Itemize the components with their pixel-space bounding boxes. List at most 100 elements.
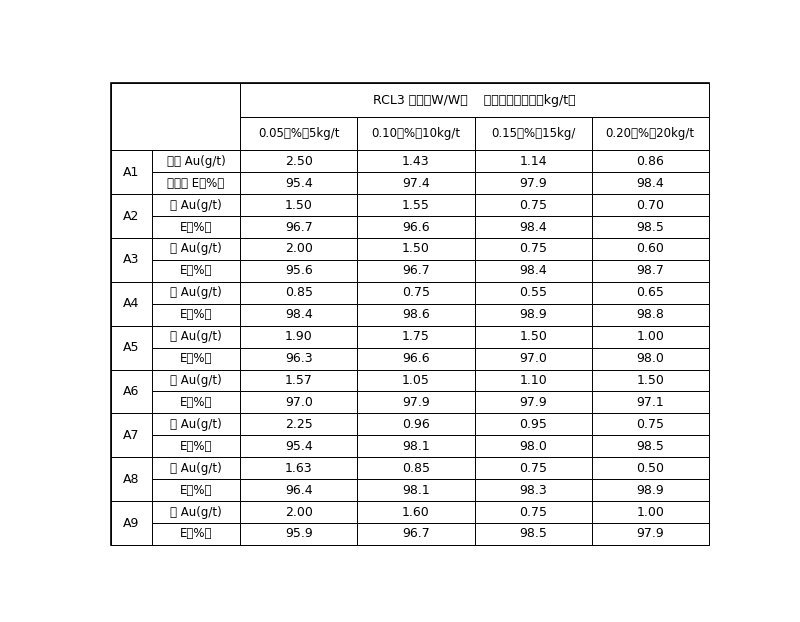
Bar (111, 326, 152, 369)
Text: 0.05（%）5kg/t: 0.05（%）5kg/t (258, 127, 339, 140)
Text: 96.6: 96.6 (402, 221, 430, 233)
Bar (152, 348, 240, 369)
Bar (592, 414, 709, 435)
Text: A8: A8 (123, 473, 140, 486)
Bar (592, 326, 709, 348)
Text: 98.1: 98.1 (402, 440, 430, 453)
Bar (240, 117, 358, 151)
Bar (111, 151, 152, 194)
Text: 1.55: 1.55 (402, 198, 430, 211)
Bar (111, 414, 152, 457)
Text: 1.10: 1.10 (519, 374, 547, 387)
Bar (240, 479, 358, 501)
Text: 98.8: 98.8 (636, 309, 664, 321)
Text: 98.5: 98.5 (519, 527, 547, 541)
Bar (474, 151, 592, 172)
Text: 1.00: 1.00 (636, 506, 664, 519)
Bar (358, 435, 474, 457)
Text: 97.0: 97.0 (285, 396, 313, 409)
Text: 98.4: 98.4 (519, 221, 547, 233)
Text: 浸渣 Au(g/t): 浸渣 Au(g/t) (166, 155, 226, 168)
Bar (240, 457, 358, 479)
Bar (474, 117, 592, 151)
Bar (592, 216, 709, 238)
Text: 1.50: 1.50 (519, 330, 547, 343)
Text: A3: A3 (123, 253, 140, 266)
Bar (592, 479, 709, 501)
Bar (240, 348, 358, 369)
Text: 1.75: 1.75 (402, 330, 430, 343)
Bar (592, 304, 709, 326)
Text: 95.4: 95.4 (285, 440, 313, 453)
Bar (152, 435, 240, 457)
Text: 96.6: 96.6 (402, 352, 430, 365)
Bar (152, 369, 240, 391)
Text: 95.6: 95.6 (285, 264, 313, 277)
Bar (474, 369, 592, 391)
Text: 1.00: 1.00 (636, 330, 664, 343)
Text: 渣 Au(g/t): 渣 Au(g/t) (170, 462, 222, 475)
Text: E（%）: E（%） (180, 527, 212, 541)
Bar (474, 457, 592, 479)
Text: 0.75: 0.75 (402, 286, 430, 299)
Bar (111, 282, 152, 326)
Bar (358, 479, 474, 501)
Bar (152, 282, 240, 304)
Text: 97.0: 97.0 (519, 352, 547, 365)
Bar (474, 304, 592, 326)
Text: 98.4: 98.4 (636, 177, 664, 190)
Bar (111, 238, 152, 282)
Bar (358, 326, 474, 348)
Bar (240, 238, 358, 260)
Bar (111, 369, 152, 414)
Bar (240, 501, 358, 523)
Text: 97.1: 97.1 (636, 396, 664, 409)
Text: 96.7: 96.7 (285, 221, 313, 233)
Text: 1.50: 1.50 (285, 198, 313, 211)
Text: 97.9: 97.9 (519, 177, 547, 190)
Bar (152, 326, 240, 348)
Text: 渣 Au(g/t): 渣 Au(g/t) (170, 330, 222, 343)
Text: A6: A6 (123, 385, 140, 398)
Text: 0.75: 0.75 (636, 418, 664, 431)
Bar (358, 501, 474, 523)
Text: 97.9: 97.9 (636, 527, 664, 541)
Bar (358, 216, 474, 238)
Text: A2: A2 (123, 210, 140, 223)
Bar (474, 282, 592, 304)
Bar (152, 172, 240, 194)
Bar (592, 369, 709, 391)
Text: 0.70: 0.70 (636, 198, 664, 211)
Bar (592, 435, 709, 457)
Text: 96.7: 96.7 (402, 527, 430, 541)
Text: 浸金率 E（%）: 浸金率 E（%） (167, 177, 225, 190)
Bar (474, 523, 592, 545)
Bar (358, 282, 474, 304)
Text: 1.90: 1.90 (285, 330, 313, 343)
Bar (592, 501, 709, 523)
Text: 0.86: 0.86 (636, 155, 664, 168)
Text: 0.10（%）10kg/t: 0.10（%）10kg/t (371, 127, 461, 140)
Text: 0.55: 0.55 (519, 286, 547, 299)
Text: 95.4: 95.4 (285, 177, 313, 190)
Text: 96.3: 96.3 (285, 352, 313, 365)
Bar (358, 391, 474, 414)
Bar (111, 83, 240, 151)
Bar (592, 194, 709, 216)
Text: 95.9: 95.9 (285, 527, 313, 541)
Text: 96.7: 96.7 (402, 264, 430, 277)
Text: 98.6: 98.6 (402, 309, 430, 321)
Bar (474, 391, 592, 414)
Text: 2.25: 2.25 (285, 418, 313, 431)
Text: 98.5: 98.5 (636, 221, 664, 233)
Bar (240, 523, 358, 545)
Text: 渣 Au(g/t): 渣 Au(g/t) (170, 418, 222, 431)
Text: 98.5: 98.5 (636, 440, 664, 453)
Text: 渣 Au(g/t): 渣 Au(g/t) (170, 198, 222, 211)
Bar (358, 260, 474, 282)
Bar (474, 172, 592, 194)
Text: 渣 Au(g/t): 渣 Au(g/t) (170, 286, 222, 299)
Bar (358, 414, 474, 435)
Text: 0.60: 0.60 (636, 243, 664, 256)
Text: 0.85: 0.85 (285, 286, 313, 299)
